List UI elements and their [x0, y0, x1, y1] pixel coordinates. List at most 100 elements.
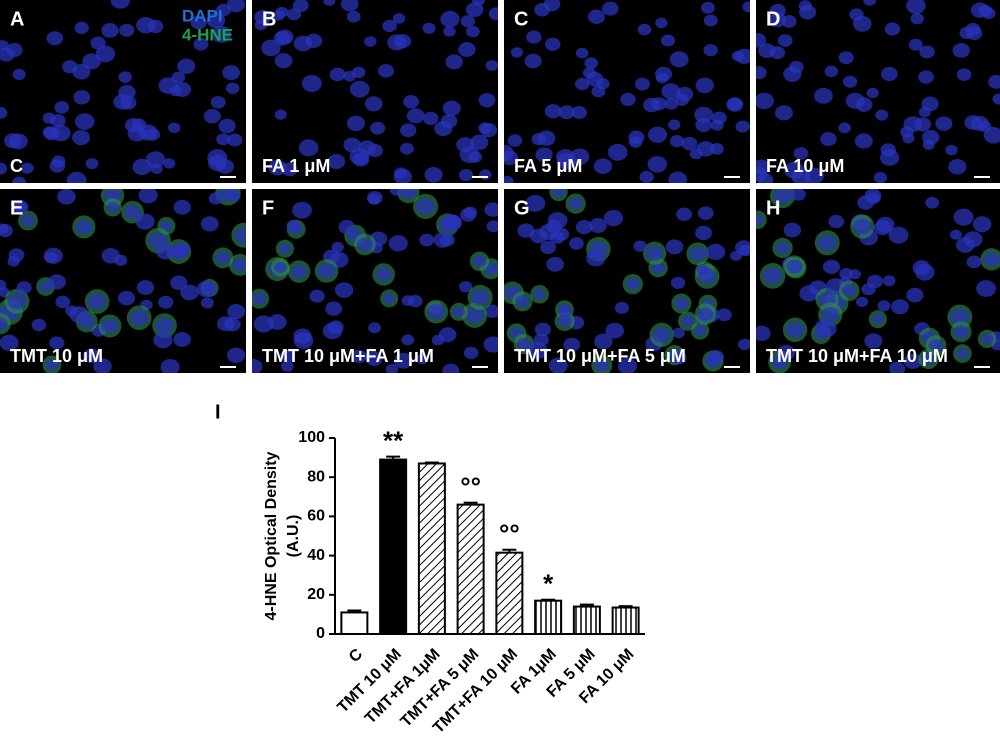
nucleus: [488, 7, 498, 21]
nucleus: [222, 65, 240, 81]
nucleus: [791, 169, 811, 183]
nucleus: [533, 288, 546, 300]
nucleus: [972, 216, 992, 233]
nucleus: [575, 47, 589, 59]
nucleus: [908, 38, 923, 51]
nucleus: [777, 34, 793, 47]
nucleus: [331, 241, 344, 253]
nucleus: [42, 126, 58, 139]
nucleus: [594, 359, 610, 372]
nucleus: [468, 151, 483, 163]
nucleus: [735, 120, 750, 133]
scale-bar: [472, 176, 488, 178]
nucleus: [401, 295, 415, 306]
cells: [252, 189, 498, 373]
nucleus: [903, 116, 922, 133]
nucleus: [568, 197, 583, 210]
nucleus: [849, 8, 864, 21]
nucleus: [820, 132, 837, 147]
nucleus: [633, 240, 647, 252]
nucleus: [16, 281, 32, 295]
nucleus: [703, 44, 718, 57]
nucleus: [976, 280, 996, 297]
nucleus: [317, 263, 336, 279]
nucleus: [416, 353, 429, 365]
micrograph-panel: D FA 10 μM: [756, 0, 1000, 183]
nucleus: [676, 207, 693, 221]
bar: [572, 605, 601, 635]
nucleus: [891, 299, 909, 315]
nucleus: [921, 352, 936, 365]
nucleus: [234, 227, 246, 244]
nucleus: [358, 140, 377, 156]
nucleus: [694, 106, 714, 123]
nucleus: [218, 118, 236, 134]
nucleus: [762, 267, 783, 285]
nucleus: [252, 358, 263, 373]
nucleus: [966, 26, 983, 41]
bar: [495, 551, 524, 635]
nucleus: [155, 317, 174, 334]
nucleus: [639, 170, 654, 183]
nucleus: [216, 159, 234, 174]
nucleus: [169, 85, 182, 97]
nucleus: [69, 306, 89, 323]
nucleus: [12, 68, 26, 81]
x-tick-label: C: [346, 645, 367, 666]
nucleus: [919, 45, 935, 59]
panel-condition: TMT 10 μM+FA 5 μM: [514, 346, 686, 366]
nucleus: [82, 53, 101, 70]
nucleus: [129, 309, 149, 326]
nucleus: [824, 65, 839, 78]
nucleus: [180, 284, 199, 301]
nucleus: [563, 337, 581, 352]
nucleus: [340, 0, 359, 12]
nucleus: [106, 202, 119, 213]
nucleus: [534, 322, 551, 337]
nucleus: [385, 363, 399, 373]
nucleus: [75, 219, 93, 235]
panel-condition: FA 5 μM: [514, 156, 582, 176]
nucleus: [74, 21, 89, 35]
nucleus: [370, 121, 386, 135]
nucleus: [841, 284, 857, 297]
nucleus: [458, 281, 473, 293]
scale-bar: [724, 176, 740, 178]
nucleus: [533, 333, 549, 347]
micrograph-panel: F TMT 10 μM+FA 1 μM: [252, 189, 498, 373]
nucleus: [478, 93, 496, 108]
nucleus: [74, 113, 95, 130]
bar: [534, 599, 563, 635]
nucleus: [135, 213, 155, 230]
nucleus: [669, 51, 689, 68]
nucleus: [400, 123, 417, 138]
nucleus: [232, 258, 246, 272]
nucleus: [516, 337, 532, 351]
nucleus: [799, 285, 819, 302]
nucleus: [7, 255, 20, 267]
nucleus: [668, 171, 688, 183]
nucleus: [842, 75, 858, 88]
nucleus: [737, 338, 750, 351]
nucleus: [193, 37, 209, 51]
nucleus: [0, 334, 19, 351]
nucleus: [145, 151, 166, 168]
cells: [756, 189, 1000, 373]
nucleus: [441, 214, 462, 232]
nucleus: [668, 119, 681, 131]
nucleus: [0, 279, 7, 291]
nucleus: [20, 162, 34, 174]
nucleus: [305, 33, 323, 49]
panel-letter: F: [262, 197, 274, 219]
nucleus: [261, 39, 281, 57]
nucleus: [966, 255, 982, 269]
nucleus: [275, 6, 289, 18]
nucleus: [652, 327, 671, 343]
nucleus: [783, 222, 802, 238]
nucleus: [292, 0, 309, 13]
nucleus: [734, 240, 750, 255]
nucleus: [504, 150, 519, 166]
cells: [504, 189, 750, 373]
nucleus: [697, 307, 714, 321]
